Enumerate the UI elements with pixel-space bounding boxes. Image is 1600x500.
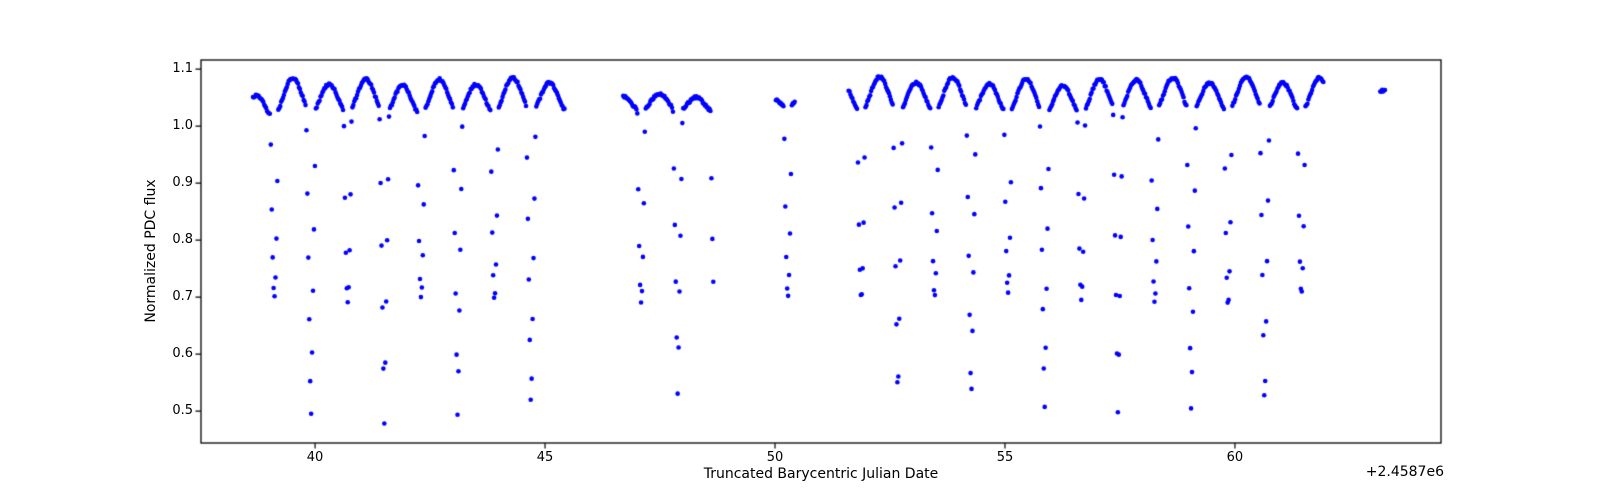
y-tick-label: 0.9 [172, 175, 193, 191]
y-tick-label: 0.6 [172, 346, 193, 362]
x-axis-label: Truncated Barycentric Julian Date [703, 466, 939, 482]
y-tick-label: 0.8 [172, 232, 193, 248]
x-tick-label: 45 [536, 450, 554, 465]
y-tick-label: 0.7 [172, 289, 193, 305]
y-tick-label: 1.0 [172, 118, 193, 134]
x-tick-label: 60 [1226, 450, 1244, 465]
y-tick-label: 1.1 [172, 61, 193, 77]
x-tick-label: 50 [766, 450, 784, 465]
x-tick-label: 55 [996, 450, 1014, 465]
y-tick-label: 0.5 [172, 403, 193, 419]
x-axis-offset-text: +2.4587e6 [1365, 464, 1444, 480]
x-tick-label: 40 [306, 450, 324, 465]
